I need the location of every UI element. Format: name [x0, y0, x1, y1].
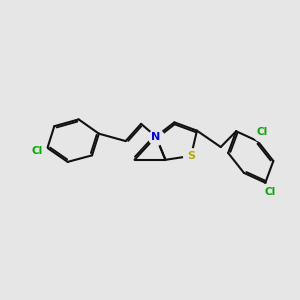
Text: Cl: Cl [32, 146, 43, 156]
Text: Cl: Cl [265, 187, 276, 197]
Text: Cl: Cl [256, 127, 267, 136]
Text: S: S [187, 151, 195, 161]
Text: N: N [151, 132, 160, 142]
